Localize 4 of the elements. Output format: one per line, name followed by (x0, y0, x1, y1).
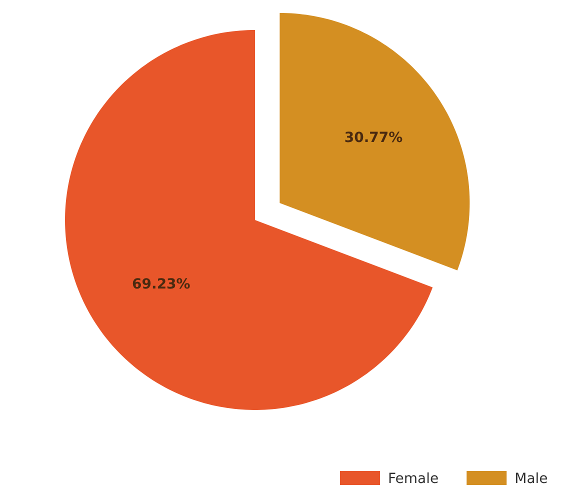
legend-label: Female (388, 471, 439, 487)
legend-label: Male (514, 471, 548, 487)
data-label: 30.77% (344, 130, 403, 146)
data-label: 69.23% (132, 276, 190, 293)
